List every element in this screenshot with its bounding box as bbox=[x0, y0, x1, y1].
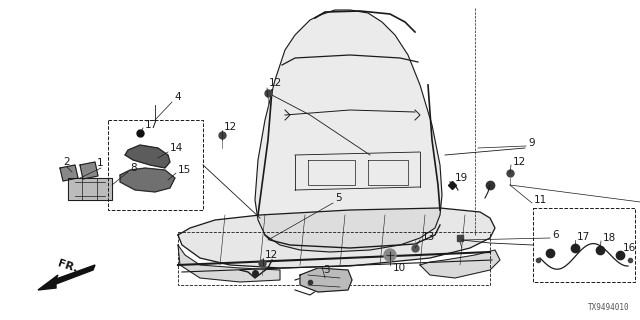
Text: 8: 8 bbox=[130, 163, 136, 173]
Text: 2: 2 bbox=[63, 157, 70, 167]
Text: TX9494010: TX9494010 bbox=[588, 303, 630, 312]
Polygon shape bbox=[60, 165, 78, 181]
Text: 1: 1 bbox=[97, 158, 104, 168]
Text: 3: 3 bbox=[323, 265, 330, 275]
Text: 12: 12 bbox=[224, 122, 237, 132]
Text: 17: 17 bbox=[577, 232, 590, 242]
Text: 9: 9 bbox=[528, 138, 534, 148]
Text: 12: 12 bbox=[513, 157, 526, 167]
Polygon shape bbox=[125, 145, 170, 168]
Text: 15: 15 bbox=[178, 165, 191, 175]
Polygon shape bbox=[420, 250, 500, 278]
Text: 10: 10 bbox=[393, 263, 406, 273]
Text: 6: 6 bbox=[552, 230, 559, 240]
Text: 17: 17 bbox=[145, 120, 158, 130]
Text: 12: 12 bbox=[269, 78, 282, 88]
Polygon shape bbox=[300, 268, 352, 292]
Polygon shape bbox=[255, 10, 442, 252]
Polygon shape bbox=[178, 245, 280, 282]
Polygon shape bbox=[120, 168, 175, 192]
Text: 11: 11 bbox=[534, 195, 547, 205]
Text: 19: 19 bbox=[455, 173, 468, 183]
Text: 5: 5 bbox=[335, 193, 342, 203]
Polygon shape bbox=[178, 208, 495, 268]
Polygon shape bbox=[80, 162, 98, 179]
Text: 12: 12 bbox=[265, 250, 278, 260]
Polygon shape bbox=[68, 178, 112, 200]
Text: FR.: FR. bbox=[57, 258, 79, 274]
Text: 14: 14 bbox=[170, 143, 183, 153]
Text: 16: 16 bbox=[623, 243, 636, 253]
Polygon shape bbox=[38, 265, 95, 290]
Text: 18: 18 bbox=[603, 233, 616, 243]
Circle shape bbox=[384, 249, 396, 261]
Text: 4: 4 bbox=[174, 92, 180, 102]
Text: 13: 13 bbox=[422, 232, 435, 242]
